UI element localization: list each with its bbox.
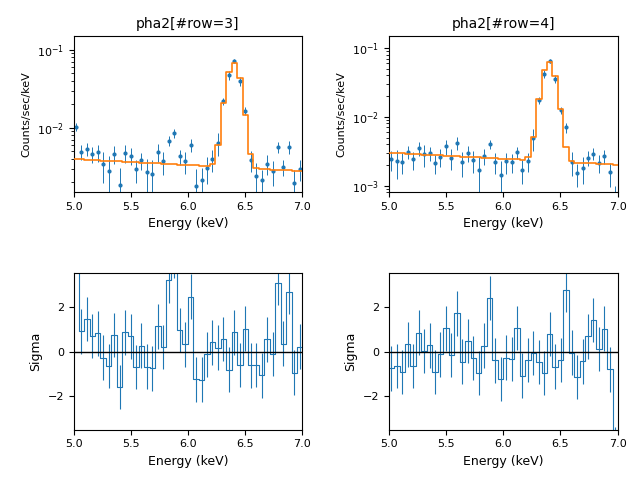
X-axis label: Energy (keV): Energy (keV) — [463, 217, 543, 230]
X-axis label: Energy (keV): Energy (keV) — [148, 455, 228, 468]
Title: pha2[#row=3]: pha2[#row=3] — [136, 17, 239, 31]
Y-axis label: Counts/sec/keV: Counts/sec/keV — [21, 71, 31, 157]
X-axis label: Energy (keV): Energy (keV) — [463, 455, 543, 468]
Y-axis label: Sigma: Sigma — [344, 332, 357, 371]
X-axis label: Energy (keV): Energy (keV) — [148, 217, 228, 230]
Y-axis label: Sigma: Sigma — [29, 332, 42, 371]
Title: pha2[#row=4]: pha2[#row=4] — [452, 17, 555, 31]
Y-axis label: Counts/sec/keV: Counts/sec/keV — [337, 71, 347, 157]
